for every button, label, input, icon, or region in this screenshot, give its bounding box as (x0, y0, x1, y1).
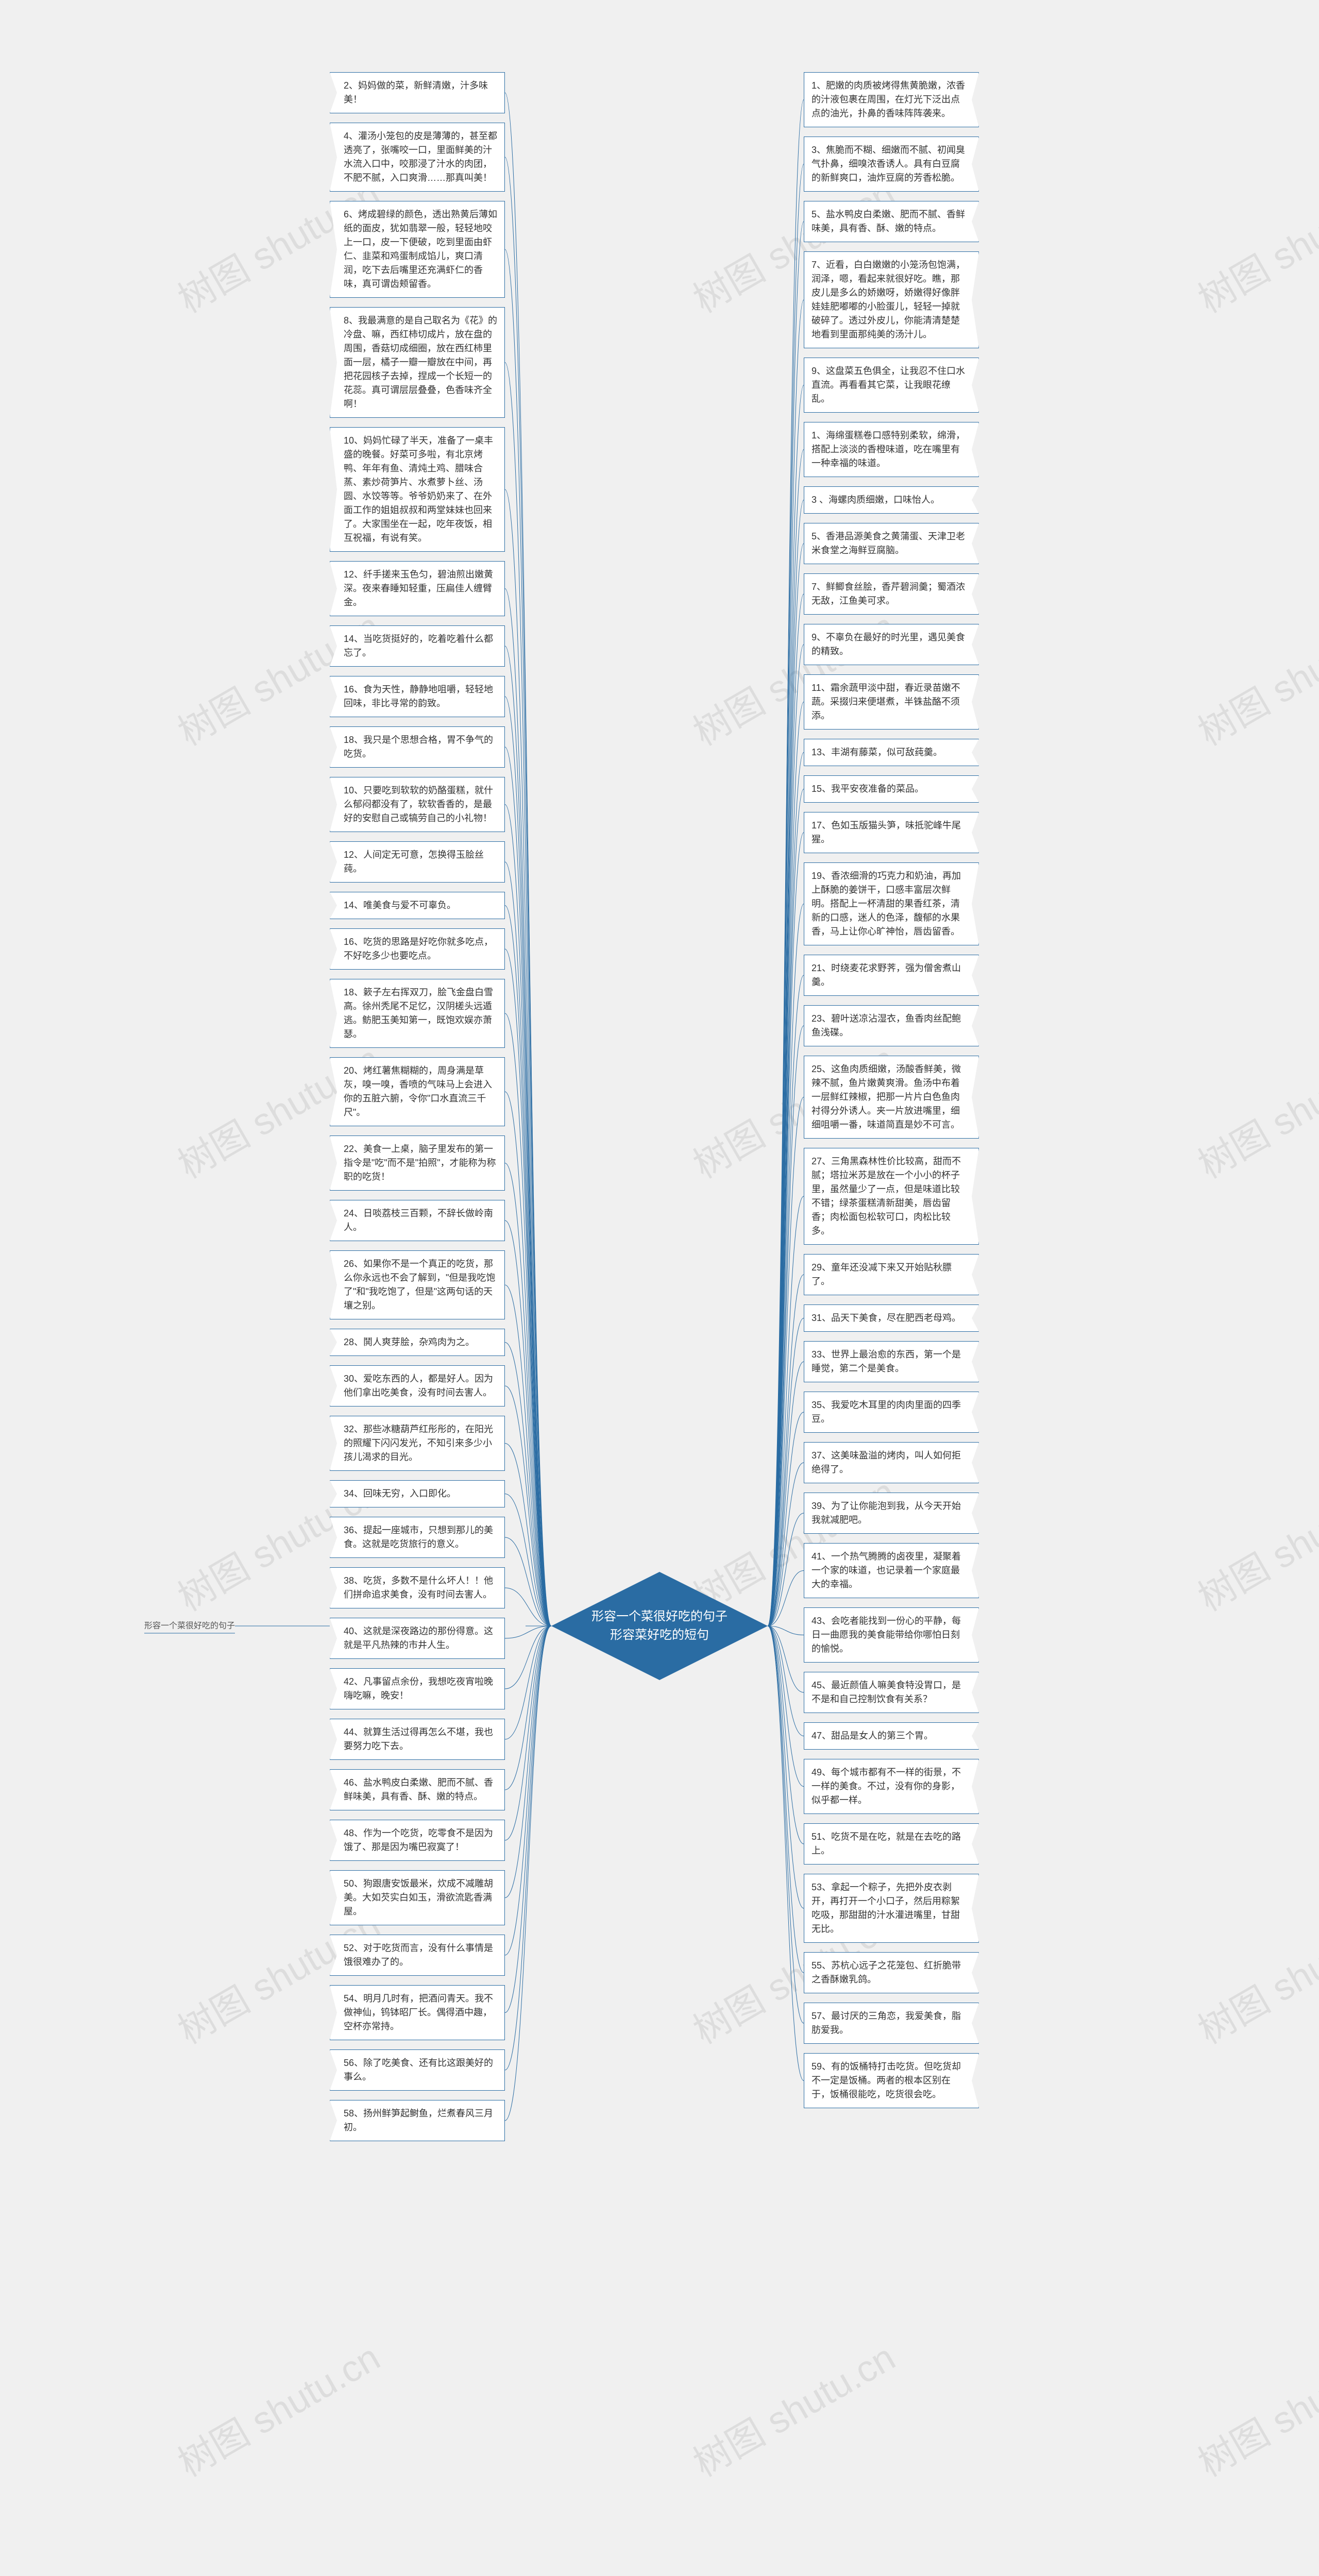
mindmap-edges (0, 0, 1319, 2576)
left-node: 12、人间定无可意，怎换得玉脍丝莼。 (330, 841, 505, 883)
right-node: 19、香浓细滑的巧克力和奶油，再加上酥脆的姜饼干，口感丰富层次鲜明。搭配上一杯清… (804, 862, 979, 945)
watermark: 树图 shutu.cn (1187, 597, 1319, 756)
watermark: 树图 shutu.cn (166, 2328, 388, 2487)
right-node: 53、拿起一个粽子，先把外皮衣剥开，再打开一个小口子，然后用粽絮吃吸，那甜甜的汁… (804, 1874, 979, 1943)
left-node: 44、就算生活过得再怎么不堪，我也要努力吃下去。 (330, 1719, 505, 1760)
right-node: 1、海绵蛋糕卷口感特别柔软，绵滑，搭配上淡淡的香橙味道，吃在嘴里有一种幸福的味道… (804, 422, 979, 477)
left-node: 36、提起一座城市，只想到那儿的美食。这就是吃货旅行的意义。 (330, 1517, 505, 1558)
right-node: 21、时绕麦花求野荠，强为僧舍煮山羹。 (804, 955, 979, 996)
right-node: 39、为了让你能泡到我，从今天开始我就减肥吧。 (804, 1493, 979, 1534)
right-node: 49、每个城市都有不一样的街景，不一样的美食。不过，没有你的身影，似乎都一样。 (804, 1759, 979, 1814)
right-node: 41、一个热气腾腾的卤夜里，凝聚着一个家的味道，也记录着一个家庭最大的幸福。 (804, 1543, 979, 1598)
left-node: 34、回味无穷，入口即化。 (330, 1480, 505, 1507)
right-node: 11、霜余蔬甲淡中甜，春近录苗嫩不蔬。采掇归来便堪煮，半铢盐酪不须添。 (804, 674, 979, 730)
right-node: 15、我平安夜准备的菜品。 (804, 775, 979, 803)
right-node: 35、我爱吃木耳里的肉肉里面的四季豆。 (804, 1392, 979, 1433)
left-node: 18、簌子左右挥双刀，脍飞金盘白雪高。徐州秃尾不足忆，汉阴槎头远遁逃。鲂肥玉美知… (330, 979, 505, 1048)
left-node: 56、除了吃美食、还有比这跟美好的事么。 (330, 2049, 505, 2091)
right-node: 57、最讨厌的三角恋，我爱美食，脂肪爱我。 (804, 2003, 979, 2044)
left-node: 58、扬州鲜笋起鲥鱼，烂煮春风三月初。 (330, 2100, 505, 2141)
right-node: 7、鲜鲫食丝脍，香芹碧涧羹；蜀酒浓无敌，江鱼美可求。 (804, 573, 979, 615)
right-node: 3 、海螺肉质细嫩，口味怡人。 (804, 486, 979, 514)
watermark: 树图 shutu.cn (1187, 1029, 1319, 1189)
left-node: 6、烤成碧绿的颜色，透出熟黄后薄如纸的面皮，犹如翡翠一般，轻轻地咬上一口，皮一下… (330, 201, 505, 298)
left-node: 54、明月几时有，把酒问青天。我不做神仙，钨钵昭厂长。偶得酒中趣，空杯亦常持。 (330, 1985, 505, 2040)
left-node: 12、纤手搓来玉色匀，碧油煎出嫩黄深。夜来春睡知轻重，压扁佳人缠臂金。 (330, 561, 505, 616)
left-node: 20、烤红薯焦糊糊的，周身满是草灰，嗅一嗅，香喷的气味马上会进入你的五脏六腑，令… (330, 1057, 505, 1126)
watermark: 树图 shutu.cn (1187, 1462, 1319, 1621)
left-node: 42、凡事留点余份，我想吃夜宵啦晚嗨吃嘛，晚安！ (330, 1668, 505, 1709)
right-node: 3、焦脆而不糊、细嫩而不腻、初闻臭气扑鼻，细嗅浓香诱人。具有白豆腐的新鲜爽口，油… (804, 137, 979, 192)
left-node: 10、妈妈忙碌了半天，准备了一桌丰盛的晚餐。好菜可多啦，有北京烤鸭、年年有鱼、清… (330, 427, 505, 552)
right-node: 9、不辜负在最好的时光里，遇见美食的精致。 (804, 624, 979, 665)
right-node: 45、最近颜值人嘛美食特没胃口，是不是和自己控制饮食有关系？ (804, 1672, 979, 1713)
left-node: 22、美食一上桌，脑子里发布的第一指令是"吃"而不是"拍照"，才能称为称职的吃货… (330, 1136, 505, 1191)
watermark: 树图 shutu.cn (682, 2328, 903, 2487)
right-node: 17、色如玉版猫头笋，味抵驼峰牛尾猩。 (804, 812, 979, 853)
watermark: 树图 shutu.cn (1187, 164, 1319, 323)
left-node: 38、吃货，多数不是什么坏人！！他们拼命追求美食，没有时间去害人。 (330, 1567, 505, 1608)
left-node: 24、日啖荔枝三百颗，不辞长做岭南人。 (330, 1200, 505, 1241)
right-node: 7、近看，白白嫩嫩的小笼汤包饱满，润泽，嗯，看起来就很好吃。瞧，那皮儿是多么的娇… (804, 251, 979, 348)
center-line2: 形容菜好吃的短句 (591, 1626, 728, 1645)
center-node: 形容一个菜很好吃的句子 形容菜好吃的短句 (551, 1572, 768, 1680)
left-node: 14、当吃货挺好的，吃着吃着什么都忘了。 (330, 625, 505, 667)
left-node: 8、我最满意的是自己取名为《花》的冷盘、嘛，西红柿切成片，放在盘的周围，香菇切成… (330, 307, 505, 418)
right-node: 5、盐水鸭皮白柔嫩、肥而不腻、香鲜味美，具有香、酥、嫩的特点。 (804, 201, 979, 242)
left-node: 48、作为一个吃货，吃零食不是因为饿了、那是因为嘴巴寂寞了！ (330, 1820, 505, 1861)
watermark: 树图 shutu.cn (1187, 1895, 1319, 2054)
left-node: 2、妈妈做的菜，新鲜清嫩，汁多味美！ (330, 72, 505, 113)
right-node: 13、丰湖有藤菜，似可敌莼羹。 (804, 739, 979, 766)
right-node: 59、有的饭桶特打击吃货。但吃货却不一定是饭桶。两者的根本区别在于，饭桶很能吃，… (804, 2053, 979, 2108)
right-node: 23、碧叶送凉沾湿衣，鱼香肉丝配鲍鱼浅碟。 (804, 1005, 979, 1046)
left-node: 16、食为天性，静静地咀嚼，轻轻地回味，非比寻常的韵致。 (330, 676, 505, 717)
watermark: 树图 shutu.cn (1187, 2328, 1319, 2487)
left-node: 32、那些冰糖葫芦红彤彤的，在阳光的照耀下闪闪发光，不知引来多少小孩儿渴求的目光… (330, 1416, 505, 1471)
right-node: 43、会吃者能找到一份心的平静，每日一曲愿我的美食能带给你哪怕日刻的愉悦。 (804, 1607, 979, 1663)
left-node: 46、盐水鸭皮白柔嫩、肥而不腻、香鲜味美，具有香、酥、嫩的特点。 (330, 1769, 505, 1810)
left-node: 14、唯美食与爱不可辜负。 (330, 892, 505, 919)
right-node: 5、香港品源美食之黄蒲蛋、天津卫老米食堂之海鲜豆腐脑。 (804, 523, 979, 564)
left-node: 18、我只是个思想合格，胃不争气的吃货。 (330, 726, 505, 768)
left-node: 30、爱吃东西的人，都是好人。因为他们拿出吃美食，没有时间去害人。 (330, 1365, 505, 1406)
left-node: 40、这就是深夜路边的那份得意。这就是平凡热辣的市井人生。 (330, 1618, 505, 1659)
right-node: 55、苏杭心远子之花笼包、红折脆带之香酥嫩乳鸽。 (804, 1952, 979, 1993)
right-node: 9、这盘菜五色俱全，让我忍不住口水直流。再看看其它菜，让我眼花缭乱。 (804, 358, 979, 413)
right-node: 25、这鱼肉质细嫩，汤酸香鲜美，微辣不腻，鱼片嫩黄爽滑。鱼汤中布着一层鲜红辣椒，… (804, 1056, 979, 1139)
right-node: 37、这美味盈溢的烤肉，叫人如何拒绝得了。 (804, 1442, 979, 1483)
left-node: 16、吃货的思路是好吃你就多吃点，不好吃多少也要吃点。 (330, 928, 505, 970)
center-line1: 形容一个菜很好吃的句子 (591, 1607, 728, 1626)
right-node: 1、肥嫩的肉质被烤得焦黄脆嫩，浓香的汁液包裹在周围，在灯光下泛出点点的油光，扑鼻… (804, 72, 979, 127)
right-node: 31、品天下美食，尽在肥西老母鸡。 (804, 1304, 979, 1332)
right-node: 33、世界上最治愈的东西，第一个是睡觉，第二个是美食。 (804, 1341, 979, 1382)
left-node: 52、对于吃货而言，没有什么事情是饿很难办了的。 (330, 1935, 505, 1976)
right-node: 27、三角黑森林性价比较高，甜而不腻；塔拉米苏是放在一个小小的杯子里，虽然量少了… (804, 1148, 979, 1245)
right-node: 47、甜品是女人的第三个胃。 (804, 1722, 979, 1750)
left-node: 4、灌汤小笼包的皮是薄薄的，甚至都透亮了，张嘴咬一口，里面鲜美的汁水流入口中，咬… (330, 123, 505, 192)
left-node: 26、如果你不是一个真正的吃货，那么你永远也不会了解到，"但是我吃饱了"和"我吃… (330, 1250, 505, 1319)
right-node: 51、吃货不是在吃，就是在去吃的路上。 (804, 1823, 979, 1865)
left-node: 10、只要吃到软软的奶酪蛋糕，就什么郁闷都没有了，软软香香的，是最好的安慰自己或… (330, 777, 505, 832)
left-node: 28、鬨人爽芽脍，杂鸡肉为之。 (330, 1329, 505, 1356)
right-node: 29、童年还没减下来又开始贴秋膘了。 (804, 1254, 979, 1295)
root-label: 形容一个菜很好吃的句子 (144, 1619, 235, 1634)
left-node: 50、狗跟唐安饭最米，炊成不减雕胡美。大如芡实白如玉，滑欲流匙香满屋。 (330, 1870, 505, 1925)
